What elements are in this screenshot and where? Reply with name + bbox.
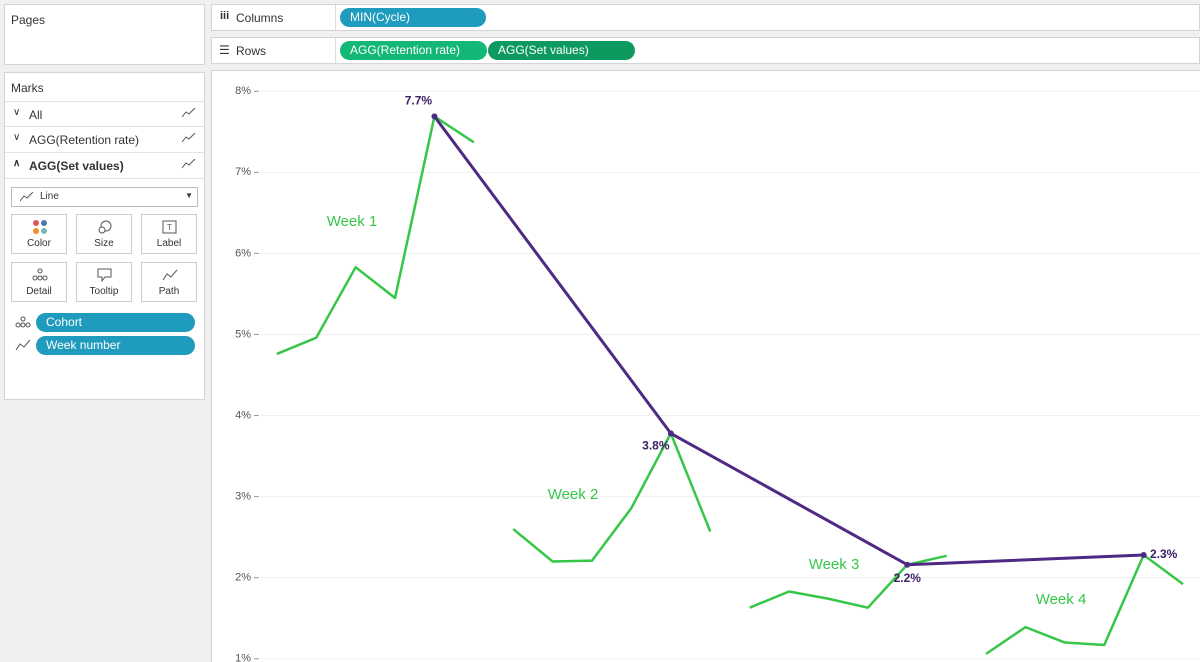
y-tick-label: 1% (235, 653, 251, 662)
button-label: Tooltip (89, 286, 119, 297)
line-icon (182, 133, 196, 143)
value-label: 2.3% (1150, 547, 1178, 561)
marks-card: Marks ∨ All ∨ AGG(Retention rate) ∧ AGG(Set… (4, 72, 205, 400)
chart: 1% 2% 3% 4% 5% 6% 7% 8% Week 1 Week 2 Week 3 Week 4… (235, 85, 1200, 662)
view-frame (211, 70, 1200, 662)
point (431, 113, 438, 120)
size-icon (98, 220, 112, 234)
series-name: Week 4 (1036, 591, 1087, 608)
detail-icon (15, 316, 31, 328)
y-tick-label: 3% (235, 491, 251, 503)
tooltip-icon (97, 268, 112, 282)
y-tick-label: 2% (235, 572, 251, 584)
marks-layer[interactable]: ∨ All (5, 101, 204, 127)
tooltip-button[interactable]: Tooltip (76, 262, 132, 302)
layer-label: AGG(Set values) (29, 159, 124, 173)
detail-icon (32, 268, 48, 281)
button-label: Path (158, 286, 180, 297)
layer-label: All (29, 108, 43, 122)
series-line (276, 115, 475, 356)
columns-shelf: iii Columns MIN(Cycle) (211, 4, 1200, 31)
marks-layer[interactable]: ∧ AGG(Set values) (5, 153, 204, 179)
mark-type: Line (40, 191, 59, 202)
path-icon (15, 339, 31, 351)
y-tick-label: 4% (235, 409, 251, 421)
series-name: Week 3 (809, 556, 860, 573)
label-button[interactable]: T Label (141, 214, 197, 254)
shelf-label: Columns (236, 11, 284, 25)
cohort-pill[interactable]: Cohort (36, 313, 195, 332)
rows-shelf: ☰ Rows AGG(Retention rate) AGG(Set value… (211, 37, 1200, 64)
series-name: Week 2 (548, 486, 599, 503)
label-icon: T (162, 220, 177, 234)
value-label: 2.2% (894, 571, 922, 585)
value-label: 7.7% (405, 94, 433, 108)
shelf-label: Rows (236, 44, 267, 58)
point (1140, 551, 1147, 558)
series-line (433, 115, 1144, 567)
value-label: 3.8% (642, 439, 670, 453)
series-name: Week 1 (327, 213, 378, 230)
button-label: Color (27, 238, 51, 249)
y-tick-label: 7% (235, 166, 251, 178)
path-icon (162, 269, 178, 281)
detail-button[interactable]: Detail (11, 262, 67, 302)
point (667, 430, 674, 437)
svg-text:T: T (167, 223, 172, 232)
line-icon (182, 108, 196, 118)
button-label: Detail (26, 286, 52, 297)
point (904, 561, 911, 568)
week-number-pill[interactable]: Week number (36, 336, 195, 355)
pages-card: Pages (4, 4, 205, 65)
series-line (985, 553, 1184, 655)
mark-type-dropdown[interactable]: Line ▼ (11, 187, 198, 207)
line-icon (20, 192, 34, 202)
columns-pill[interactable]: MIN(Cycle) (340, 8, 486, 27)
size-button[interactable]: Size (76, 214, 132, 254)
rows-pill[interactable]: AGG(Set values) (488, 41, 635, 60)
line-icon (182, 159, 196, 169)
button-label: Size (94, 238, 114, 249)
y-tick-label: 8% (235, 85, 251, 97)
layer-label: AGG(Retention rate) (29, 133, 140, 147)
y-tick-label: 6% (235, 247, 251, 259)
series-line (512, 432, 712, 563)
marks-layer[interactable]: ∨ AGG(Retention rate) (5, 127, 204, 153)
pages-title: Pages (11, 13, 46, 27)
rows-pill[interactable]: AGG(Retention rate) (340, 41, 487, 60)
path-button[interactable]: Path (141, 262, 197, 302)
marks-title: Marks (11, 81, 44, 95)
color-button[interactable]: Color (11, 214, 67, 254)
y-tick-label: 5% (235, 328, 251, 340)
color-icon (33, 220, 47, 234)
button-label: Label (156, 238, 182, 249)
